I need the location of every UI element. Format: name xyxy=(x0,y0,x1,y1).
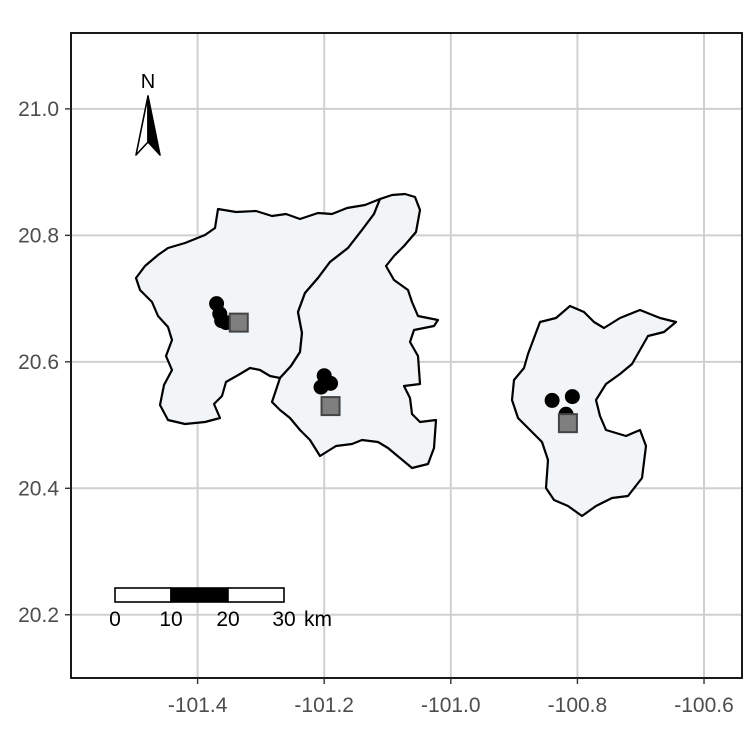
y-axis: 21.0 20.8 20.6 20.4 20.2 xyxy=(18,98,71,627)
scale-bar-label: 30 xyxy=(272,608,295,631)
y-tick-label: 20.8 xyxy=(18,224,59,247)
site-square xyxy=(228,312,249,333)
scale-bar: 0 10 20 30 km xyxy=(109,587,332,631)
site-point xyxy=(564,389,580,405)
x-axis: -101.4 -101.2 -101.0 -100.8 -100.6 xyxy=(168,678,734,717)
y-tick-label: 20.4 xyxy=(18,477,59,500)
y-tick-label: 20.6 xyxy=(18,351,59,374)
y-tick-label: 21.0 xyxy=(18,98,59,121)
scale-bar-unit: km xyxy=(304,608,332,631)
west-region xyxy=(134,197,382,426)
scale-bar-segment-1 xyxy=(114,587,172,603)
site-point xyxy=(313,379,329,395)
north-arrow-icon xyxy=(135,95,161,156)
plot-panel-border xyxy=(70,32,743,679)
scale-bar-label: 0 xyxy=(109,608,121,631)
north-label: N xyxy=(141,71,155,93)
y-tick-label: 20.2 xyxy=(18,604,59,627)
points-layer xyxy=(209,296,580,434)
x-tick-label: -100.6 xyxy=(674,694,734,717)
scale-bar-segment-2 xyxy=(170,587,229,603)
scale-bar-label: 20 xyxy=(216,608,239,631)
scale-bar-segment-3 xyxy=(227,587,285,603)
central-region xyxy=(270,192,440,470)
x-tick-label: -101.4 xyxy=(168,694,228,717)
scale-bar-label: 10 xyxy=(159,608,182,631)
x-tick-label: -101.0 xyxy=(421,694,481,717)
x-tick-label: -101.2 xyxy=(294,694,354,717)
north-arrow: N xyxy=(135,71,161,156)
site-square xyxy=(557,413,578,434)
site-square xyxy=(320,396,341,417)
site-point xyxy=(544,392,560,408)
x-tick-label: -100.8 xyxy=(548,694,608,717)
regions-layer xyxy=(134,192,678,518)
east-region xyxy=(510,304,678,518)
